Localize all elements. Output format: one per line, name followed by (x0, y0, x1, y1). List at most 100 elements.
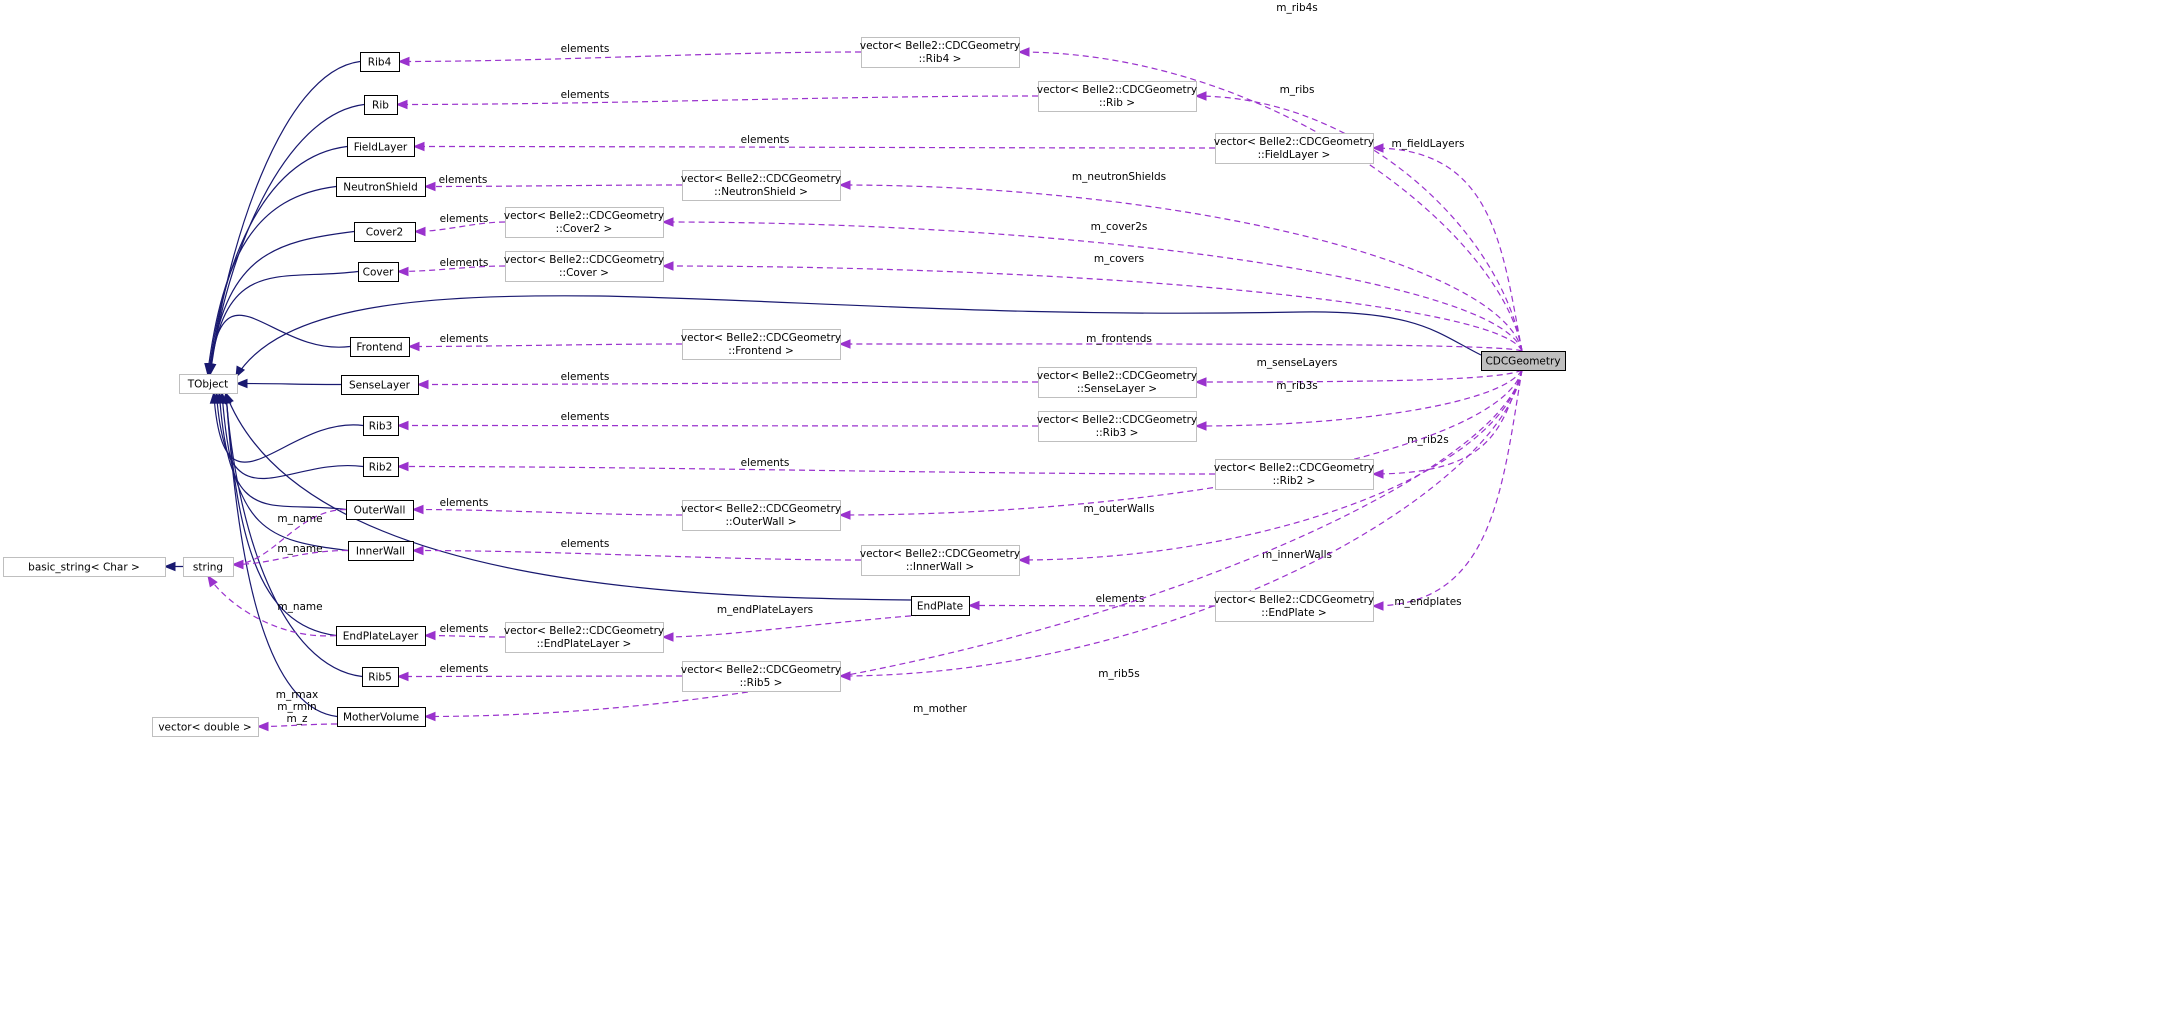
node-frontend[interactable]: Frontend (350, 337, 410, 357)
arrowhead-icon (235, 378, 248, 389)
arrowhead-icon (396, 266, 409, 277)
edge-label: m_rmax m_rmin m_z (276, 689, 319, 725)
edge-string-to-basic-string (163, 561, 183, 572)
node-tobject[interactable]: TObject (179, 374, 238, 394)
edge-label: m_ribs (1280, 84, 1315, 96)
arrowhead-icon (256, 721, 269, 732)
edge-label: elements (561, 43, 610, 55)
edge-label: m_senseLayers (1257, 357, 1338, 369)
node-box (337, 707, 426, 727)
node-senselayer[interactable]: SenseLayer (341, 375, 419, 395)
node-label: vector< Belle2::CDCGeometry (504, 210, 664, 222)
arrowhead-icon (661, 632, 674, 642)
node-innerwall[interactable]: InnerWall (348, 541, 414, 561)
node-box (682, 500, 841, 531)
arrowhead-icon (396, 671, 409, 682)
arrowhead-icon (412, 141, 425, 152)
arrowhead-icon (416, 379, 429, 390)
node-label: vector< Belle2::CDCGeometry (1037, 84, 1197, 96)
node-box (354, 222, 416, 242)
node-vendplatelayer[interactable]: vector< Belle2::CDCGeometry::EndPlateLay… (504, 622, 664, 653)
node-basic-string[interactable]: basic_string< Char > (3, 557, 166, 577)
node-label: vector< Belle2::CDCGeometry (681, 664, 841, 676)
node-label: CDCGeometry (1485, 356, 1560, 368)
arrowhead-icon (967, 600, 980, 611)
node-label: ::EndPlateLayer > (537, 638, 632, 650)
node-box (152, 717, 259, 737)
node-vouterwall[interactable]: vector< Belle2::CDCGeometry::OuterWall > (681, 500, 841, 531)
node-box (348, 541, 414, 561)
node-label: SenseLayer (349, 380, 411, 392)
edge-label: m_covers (1094, 253, 1144, 265)
arrowhead-icon (231, 559, 244, 570)
node-rib5[interactable]: Rib5 (362, 667, 399, 687)
node-label: ::FieldLayer > (1258, 149, 1331, 161)
node-vrib4[interactable]: vector< Belle2::CDCGeometry::Rib4 > (860, 37, 1020, 68)
edge-label: elements (440, 257, 489, 269)
node-label: Rib4 (368, 57, 392, 69)
node-rib3[interactable]: Rib3 (363, 416, 399, 436)
node-endplatelayer[interactable]: EndPlateLayer (336, 626, 426, 646)
node-vsenselayer[interactable]: vector< Belle2::CDCGeometry::SenseLayer … (1037, 367, 1197, 398)
edge-cdcgeometry-to-vsenselayer: m_senseLayers (1194, 357, 1523, 387)
edge-endplate-to-tobject (224, 391, 912, 601)
node-label: vector< Belle2::CDCGeometry (1037, 414, 1197, 426)
node-cover[interactable]: Cover (358, 262, 399, 282)
node-box (505, 622, 664, 653)
node-vendplate[interactable]: vector< Belle2::CDCGeometry::EndPlate > (1214, 591, 1374, 622)
edge-neutronshield-to-tobject (204, 185, 337, 376)
node-label: ::Rib4 > (919, 53, 962, 65)
arrowhead-icon (423, 181, 436, 192)
node-cover2[interactable]: Cover2 (354, 222, 416, 242)
node-rib[interactable]: Rib (364, 95, 398, 115)
node-label: string (193, 562, 223, 574)
node-outerwall[interactable]: OuterWall (346, 500, 414, 520)
edge-label: elements (561, 371, 610, 383)
node-cdcgeometry[interactable]: CDCGeometry (1481, 351, 1566, 371)
edge-label: elements (440, 213, 489, 225)
node-vcover2[interactable]: vector< Belle2::CDCGeometry::Cover2 > (504, 207, 664, 238)
node-neutronshield[interactable]: NeutronShield (336, 177, 426, 197)
node-label: vector< Belle2::CDCGeometry (1214, 136, 1374, 148)
edge-vouterwall-to-outerwall: elements (411, 497, 683, 516)
edge-label: m_endplates (1394, 596, 1461, 608)
node-box (336, 626, 426, 646)
edge-vrib4-to-rib4: elements (397, 43, 862, 67)
node-label: vector< Belle2::CDCGeometry (1214, 462, 1374, 474)
node-vrib2[interactable]: vector< Belle2::CDCGeometry::Rib2 > (1214, 459, 1374, 490)
node-fieldlayer[interactable]: FieldLayer (347, 137, 415, 157)
arrowhead-icon (163, 561, 176, 572)
edge-frontend-to-tobject (205, 314, 351, 376)
node-label: ::InnerWall > (906, 561, 974, 573)
node-vfieldlayer[interactable]: vector< Belle2::CDCGeometry::FieldLayer … (1214, 133, 1374, 164)
node-vcover[interactable]: vector< Belle2::CDCGeometry::Cover > (504, 251, 664, 282)
node-endplate[interactable]: EndPlate (911, 596, 970, 616)
edge-rib3-to-tobject (209, 391, 364, 463)
node-label: EndPlateLayer (343, 631, 419, 643)
node-vrib[interactable]: vector< Belle2::CDCGeometry::Rib > (1037, 81, 1197, 112)
arrowhead-icon (411, 545, 424, 556)
node-label: vector< Belle2::CDCGeometry (860, 40, 1020, 52)
node-vneutronshield[interactable]: vector< Belle2::CDCGeometry::NeutronShie… (681, 170, 841, 201)
node-vrib3[interactable]: vector< Belle2::CDCGeometry::Rib3 > (1037, 411, 1197, 442)
node-vinnerwall[interactable]: vector< Belle2::CDCGeometry::InnerWall > (860, 545, 1020, 576)
node-vdouble[interactable]: vector< double > (152, 717, 259, 737)
node-string[interactable]: string (183, 557, 234, 577)
node-label: vector< double > (158, 722, 251, 734)
node-vrib5[interactable]: vector< Belle2::CDCGeometry::Rib5 > (681, 661, 841, 692)
edge-cover-to-tobject (206, 270, 359, 376)
node-rib4[interactable]: Rib4 (360, 52, 400, 72)
edge-vinnerwall-to-innerwall: elements (411, 538, 862, 561)
edge-vcover2-to-cover2: elements (413, 213, 506, 237)
edge-mothervolume-to-vdouble: m_rmax m_rmin m_z (256, 689, 338, 732)
node-label: basic_string< Char > (28, 562, 140, 574)
node-vfrontend[interactable]: vector< Belle2::CDCGeometry::Frontend > (681, 329, 841, 360)
node-label: OuterWall (354, 505, 406, 517)
node-label: Rib2 (369, 462, 393, 474)
node-box (861, 545, 1020, 576)
node-mothervolume[interactable]: MotherVolume (337, 707, 426, 727)
node-rib2[interactable]: Rib2 (363, 457, 399, 477)
edge-label: elements (440, 333, 489, 345)
edge-vrib5-to-rib5: elements (396, 663, 683, 682)
